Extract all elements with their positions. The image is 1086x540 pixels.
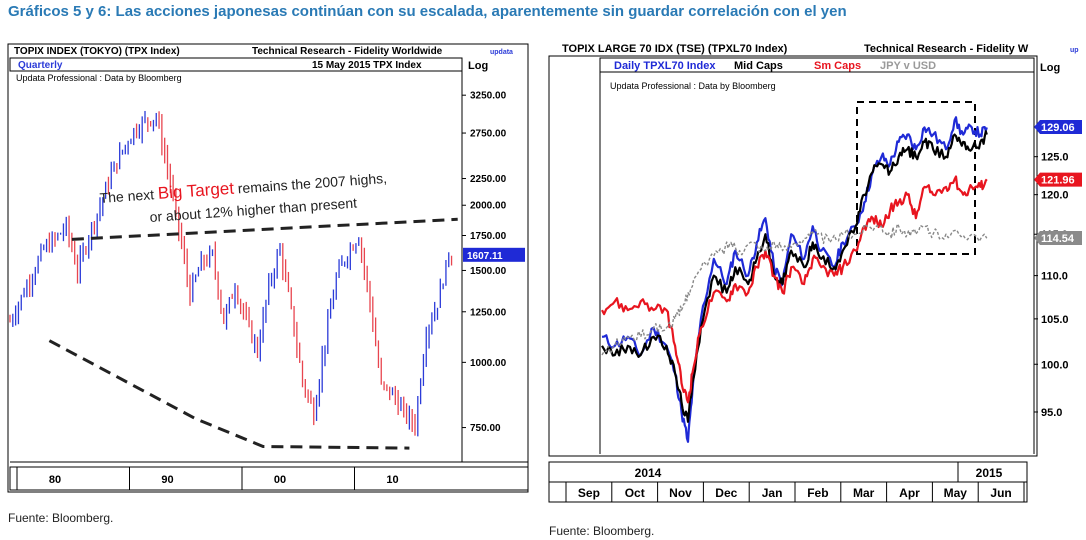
legend-entry: Sm Caps <box>814 60 861 72</box>
left-last-value-box <box>463 247 525 262</box>
right-y-tick-label: 95.0 <box>1041 407 1062 419</box>
left-x-axis: 80 90 00 10 <box>16 467 399 490</box>
updata-logo-right: up <box>1070 47 1079 54</box>
last-value-badge <box>1034 230 1082 245</box>
series-line <box>601 175 988 404</box>
left-y-tick-label: 2750.00 <box>470 129 507 140</box>
right-y-tick-label: 110.0 <box>1041 271 1068 283</box>
month-label: Jan <box>762 486 783 500</box>
headline: Gráficos 5 y 6: Las acciones japonesas c… <box>8 3 847 20</box>
last-value-badge <box>1034 119 1082 134</box>
left-last-value-label: 1607.11 <box>467 251 503 262</box>
left-y-tick-label: 3250.00 <box>470 91 507 102</box>
right-month-axis <box>548 481 1028 503</box>
left-x-tick-label: 80 <box>49 474 61 486</box>
right-y-tick-label: 120.0 <box>1041 190 1069 202</box>
left-subheader: Updata Professional : Data by Bloomberg <box>16 73 182 83</box>
left-ohlc-bars <box>9 110 453 437</box>
left-trendlines <box>48 217 458 450</box>
last-value-badge-label: 129.06 <box>1041 122 1075 134</box>
left-source-note: Fuente: Bloomberg. <box>8 511 114 525</box>
right-legend: Daily TPXL70 Index Mid Caps Sm Caps JPY v U… <box>614 60 936 72</box>
last-value-badge <box>1034 172 1082 187</box>
trendline-upper <box>71 217 458 241</box>
left-y-tick-label: 1750.00 <box>470 231 507 242</box>
left-y-tick-label: 2000.00 <box>470 201 507 212</box>
month-label: Apr <box>899 486 920 500</box>
right-chart: TOPIX LARGE 70 IDX (TSE) (TPXL70 Index) … <box>548 43 1082 503</box>
left-chart-title: TOPIX INDEX (TOKYO) (TPX Index) <box>14 46 180 57</box>
right-subheader: Updata Professional : Data by Bloomberg <box>610 81 776 91</box>
period-label: Quarterly <box>18 60 63 71</box>
left-xaxis-box <box>9 466 529 491</box>
legend-entry: JPY v USD <box>880 60 936 72</box>
last-value-badge-label: 121.96 <box>1041 175 1075 187</box>
date-label: 15 May 2015 TPX Index <box>312 60 422 71</box>
right-chart-source-header: Technical Research - Fidelity W <box>864 43 1029 55</box>
left-y-tick-label: 1500.00 <box>470 266 507 277</box>
right-last-value-badges: 129.06 121.96 114.54 <box>1034 119 1082 245</box>
left-chart-frame <box>7 43 529 493</box>
legend-entry: Daily TPXL70 Index <box>614 60 716 72</box>
right-scale-label: Log <box>1040 62 1060 74</box>
highlight-dashed-box <box>856 101 976 255</box>
month-label: Nov <box>669 486 692 500</box>
right-chart-title: TOPIX LARGE 70 IDX (TSE) (TPXL70 Index) <box>562 43 788 55</box>
last-value-badge-label: 114.54 <box>1041 233 1075 245</box>
right-y-tick-label: 105.0 <box>1041 314 1069 326</box>
month-label: Feb <box>807 486 828 500</box>
right-year-axis <box>548 461 1028 483</box>
right-source-note: Fuente: Bloomberg. <box>549 524 655 538</box>
legend-entry: Mid Caps <box>734 60 783 72</box>
month-label: Oct <box>625 486 645 500</box>
year-label: 2014 <box>635 466 662 480</box>
left-x-tick-label: 00 <box>274 474 286 486</box>
left-chart-source-header: Technical Research - Fidelity Worldwide <box>252 46 443 57</box>
updata-logo-left: updata <box>490 49 513 56</box>
series-line <box>601 116 988 443</box>
left-y-tick-label: 1000.00 <box>470 358 507 369</box>
right-y-tick-label: 125.0 <box>1041 152 1069 164</box>
left-y-axis: 750.00 1000.00 1250.00 1500.00 1750.00 2000.0… <box>462 91 507 434</box>
series-line <box>601 223 988 356</box>
month-label: Jun <box>990 486 1011 500</box>
right-series <box>601 116 988 443</box>
series-line <box>601 130 988 423</box>
year-label: 2015 <box>976 466 1003 480</box>
left-y-tick-label: 1250.00 <box>470 307 507 318</box>
left-x-tick-label: 90 <box>161 474 173 486</box>
trendline-lower <box>48 339 410 450</box>
month-label: Sep <box>578 486 600 500</box>
left-scale-label: Log <box>468 60 488 72</box>
month-label: May <box>944 486 968 500</box>
left-y-tick-label: 2250.00 <box>470 174 507 185</box>
left-y-tick-label: 750.00 <box>470 423 501 434</box>
right-y-tick-label: 100.0 <box>1041 359 1069 371</box>
right-x-axis: Sep Oct Nov Dec Jan Feb Mar Apr May Jun 2014 2015 <box>565 462 1025 502</box>
month-label: Mar <box>853 486 875 500</box>
left-x-tick-label: 10 <box>386 474 398 486</box>
left-chart: TOPIX INDEX (TOKYO) (TPX Index) Technica… <box>7 43 529 493</box>
month-label: Dec <box>715 486 737 500</box>
left-last-value-badge: 1607.11 <box>463 247 525 262</box>
